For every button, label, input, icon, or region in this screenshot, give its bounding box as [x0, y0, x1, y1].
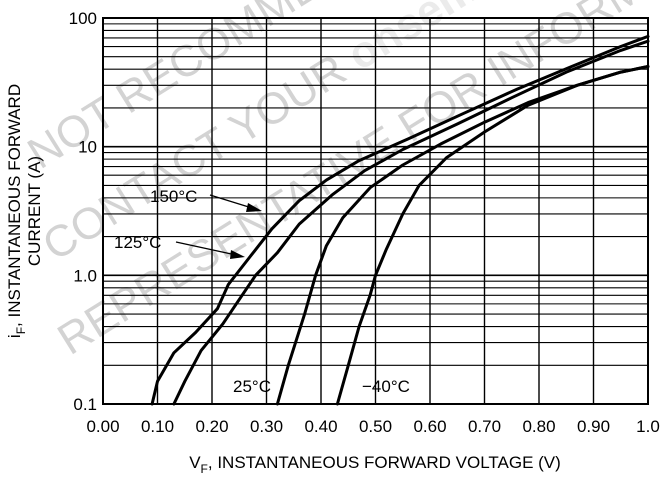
y-tick-label: 0.1: [73, 395, 97, 414]
x-tick-label: 0.20: [195, 417, 228, 436]
x-axis-label-rest: , INSTANTANEOUS FORWARD VOLTAGE (V): [208, 453, 561, 472]
x-tick-label: 1.0: [636, 417, 660, 436]
x-tick-label: 0.50: [359, 417, 392, 436]
x-tick-label: 0.60: [413, 417, 446, 436]
x-axis-label-sub: F: [201, 462, 208, 476]
series-curve-3: [335, 65, 650, 406]
x-tick-label: 0.10: [141, 417, 174, 436]
x-tick-label: 0.70: [468, 417, 501, 436]
series-curve-1: [172, 39, 650, 406]
x-axis-label: VF, INSTANTANEOUS FORWARD VOLTAGE (V): [189, 453, 561, 476]
tick-labels: 0.00 0.10 0.20 0.30 0.40 0.50 0.60 0.70 0.80 0.90…: [69, 9, 660, 436]
y-axis-label-main: i: [5, 334, 24, 338]
label-minus40c: −40°C: [362, 377, 410, 396]
axis-labels: VF, INSTANTANEOUS FORWARD VOLTAGE (V)iF,…: [5, 84, 561, 476]
annotations: 150°C 125°C 25°C −40°C: [114, 187, 410, 396]
arrow-150c: [246, 203, 262, 212]
y-axis-label-rest: , INSTANTANEOUS FORWARD: [5, 84, 24, 327]
x-tick-label: 0.30: [250, 417, 283, 436]
grid: [102, 17, 649, 405]
leader-125c: [175, 241, 237, 256]
y-axis-label-sub: F: [14, 327, 28, 334]
label-125c: 125°C: [114, 233, 161, 252]
label-25c: 25°C: [233, 377, 271, 396]
watermark: NOT RECOMMENDED FOR NEW DESIGNCONTACT YO…: [19, 0, 672, 364]
leader-150c: [209, 194, 253, 209]
curves: [150, 34, 650, 406]
y-tick-label: 100: [69, 9, 97, 28]
y-axis-label-line-1: iF, INSTANTANEOUS FORWARD: [5, 84, 28, 338]
x-tick-label: 0.80: [522, 417, 555, 436]
x-tick-label: 0.90: [577, 417, 610, 436]
y-axis-label-line-2: CURRENT (A): [25, 156, 44, 266]
x-axis-label-main: V: [189, 453, 201, 472]
x-tick-label: 0.00: [86, 417, 119, 436]
series-curve-0: [150, 34, 650, 406]
label-150c: 150°C: [150, 187, 197, 206]
y-tick-label: 1.0: [73, 266, 97, 285]
y-tick-label: 10: [78, 138, 97, 157]
x-tick-label: 0.40: [304, 417, 337, 436]
arrow-125c: [230, 250, 245, 259]
plot-border: [102, 17, 649, 405]
